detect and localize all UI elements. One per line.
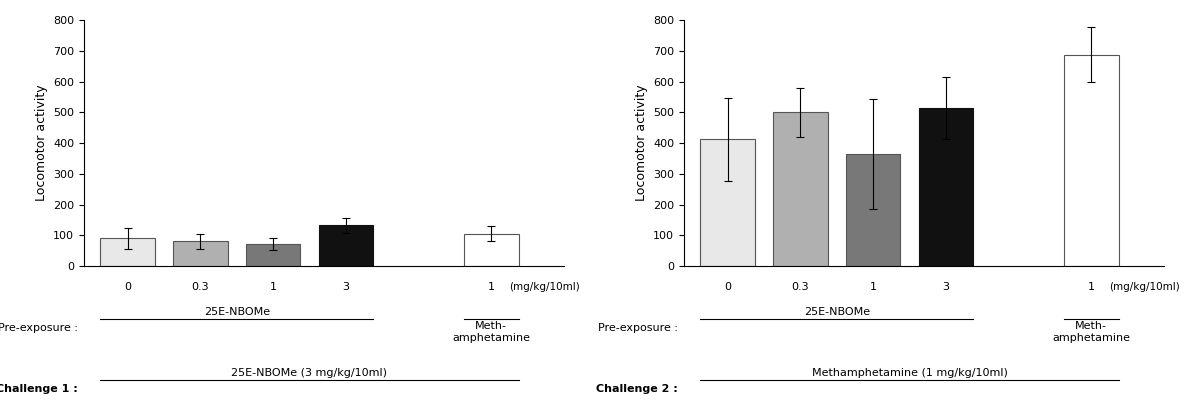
Text: 3: 3 xyxy=(342,282,349,292)
Text: 0: 0 xyxy=(124,282,131,292)
Text: Pre-exposure :: Pre-exposure : xyxy=(0,323,78,333)
Bar xyxy=(846,154,900,266)
Text: 0: 0 xyxy=(724,282,731,292)
Text: 1: 1 xyxy=(1087,282,1094,292)
Text: Challenge 1 :: Challenge 1 : xyxy=(0,384,78,394)
Bar xyxy=(918,108,973,266)
Text: Meth-
amphetamine: Meth- amphetamine xyxy=(452,321,530,343)
Text: 1: 1 xyxy=(870,282,876,292)
Y-axis label: Locomotor activity: Locomotor activity xyxy=(635,85,648,202)
Bar xyxy=(701,139,755,266)
Bar xyxy=(173,241,228,266)
Text: Pre-exposure :: Pre-exposure : xyxy=(598,323,678,333)
Text: 1: 1 xyxy=(270,282,276,292)
Text: (mg/kg/10ml): (mg/kg/10ml) xyxy=(509,282,580,292)
Bar xyxy=(1064,55,1118,266)
Bar xyxy=(464,234,518,266)
Text: Methamphetamine (1 mg/kg/10ml): Methamphetamine (1 mg/kg/10ml) xyxy=(811,369,1007,378)
Bar xyxy=(246,244,300,266)
Bar xyxy=(773,112,828,266)
Text: 0.3: 0.3 xyxy=(192,282,209,292)
Bar xyxy=(318,225,373,266)
Text: (mg/kg/10ml): (mg/kg/10ml) xyxy=(1109,282,1180,292)
Text: 3: 3 xyxy=(942,282,949,292)
Text: Challenge 2 :: Challenge 2 : xyxy=(596,384,678,394)
Y-axis label: Locomotor activity: Locomotor activity xyxy=(35,85,48,202)
Text: 25E-NBOMe: 25E-NBOMe xyxy=(204,307,270,317)
Text: 25E-NBOMe (3 mg/kg/10ml): 25E-NBOMe (3 mg/kg/10ml) xyxy=(232,369,388,378)
Bar xyxy=(101,238,155,266)
Text: 0.3: 0.3 xyxy=(792,282,809,292)
Text: 25E-NBOMe: 25E-NBOMe xyxy=(804,307,870,317)
Text: 1: 1 xyxy=(487,282,494,292)
Text: Meth-
amphetamine: Meth- amphetamine xyxy=(1052,321,1130,343)
